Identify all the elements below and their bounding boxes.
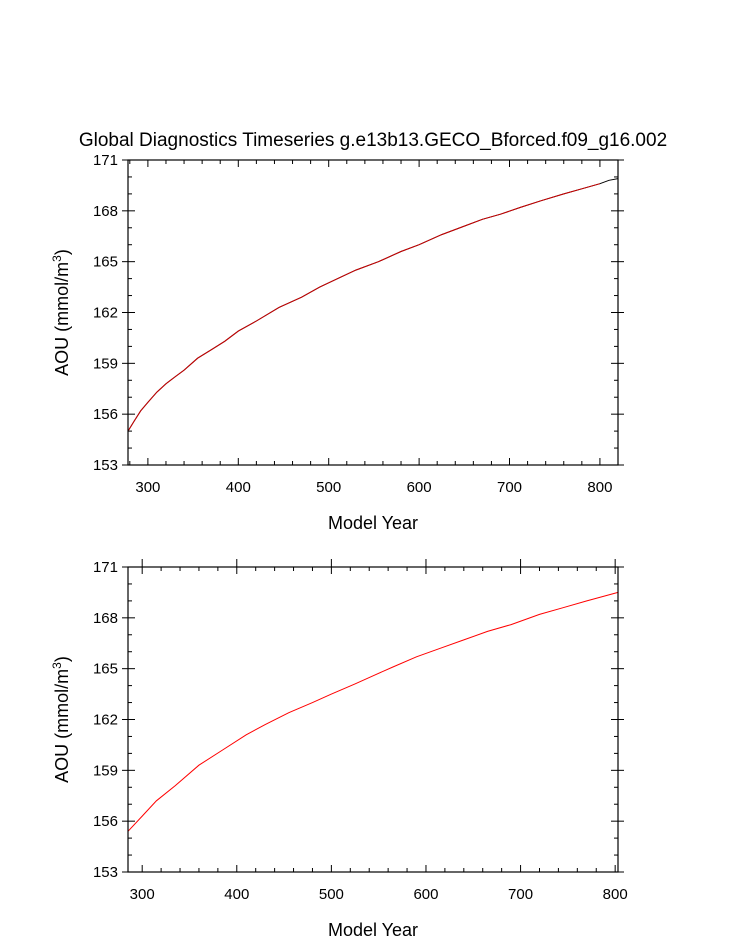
figure-title: Global Diagnostics Timeseries g.e13b13.G… (79, 130, 667, 151)
x-tick-label: 400 (224, 886, 249, 903)
y-tick-label: 171 (93, 559, 118, 576)
series-line-annual (127, 178, 619, 432)
y-tick-label: 156 (93, 406, 118, 423)
x-tick-label: 300 (135, 479, 160, 496)
y-tick-label: 168 (93, 203, 118, 220)
x-tick-label: 300 (130, 886, 155, 903)
y-tick-label: 165 (93, 661, 118, 678)
y-tick-label: 156 (93, 813, 118, 830)
x-tick-label: 800 (587, 479, 612, 496)
y-tick-label: 153 (93, 864, 118, 881)
y-tick-label: 171 (93, 152, 118, 169)
top-panel: 300 400 500 600 700 800 153 156 159 162 165 168 171 M… (50, 152, 624, 533)
y-tick-label: 159 (93, 762, 118, 779)
y-tick-label: 162 (93, 712, 118, 729)
x-tick-label: 600 (407, 479, 432, 496)
x-tick-label: 700 (508, 886, 533, 903)
x-axis-label: Model Year (328, 513, 418, 533)
x-tick-label: 600 (413, 886, 438, 903)
plot-frame (127, 159, 619, 466)
y-tick-label: 168 (93, 610, 118, 627)
series-line-smoothed (127, 183, 601, 432)
bottom-panel: 300 400 500 600 700 800 153 156 159 162 165 168 171 M… (50, 559, 628, 940)
y-tick-label: 153 (93, 457, 118, 474)
x-tick-label: 500 (316, 479, 341, 496)
x-tick-label: 800 (603, 886, 628, 903)
y-tick-label: 162 (93, 305, 118, 322)
y-tick-label: 165 (93, 254, 118, 271)
x-axis-label: Model Year (328, 920, 418, 940)
x-tick-label: 700 (497, 479, 522, 496)
y-tick-label: 159 (93, 355, 118, 372)
series-line-smoothed (127, 591, 619, 832)
x-tick-label: 500 (319, 886, 344, 903)
x-tick-label: 400 (226, 479, 251, 496)
y-axis-label: AOU (mmol/m3) (50, 249, 72, 376)
y-axis-label: AOU (mmol/m3) (50, 656, 72, 783)
